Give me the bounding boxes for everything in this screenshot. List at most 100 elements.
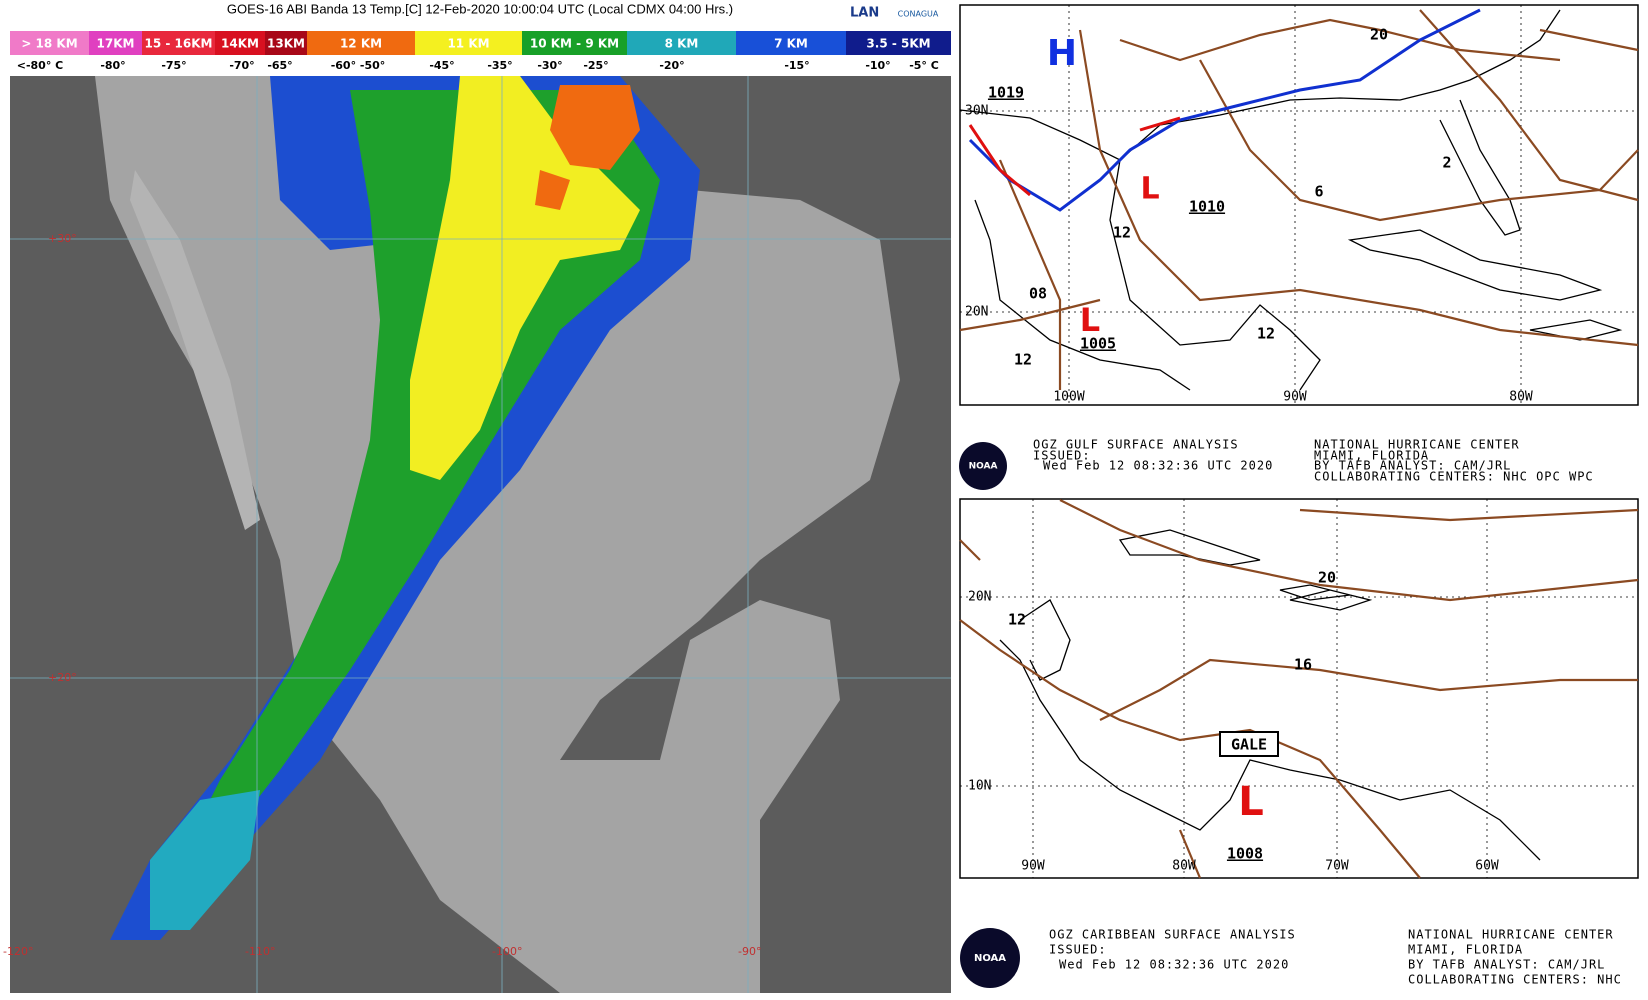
coastline <box>959 9 1623 391</box>
temperature-label: -65° <box>267 59 292 72</box>
longitude-label: 60W <box>1475 859 1499 874</box>
low-pressure-marker: L <box>1140 172 1159 207</box>
legend-swatch <box>736 31 846 55</box>
temperature-label: -80° <box>100 59 125 72</box>
temperature-label: -25° <box>583 59 608 72</box>
pressure-label: 1010 <box>1189 198 1225 216</box>
issued-date: Wed Feb 12 08:32:36 UTC 2020 <box>1043 459 1273 473</box>
noaa-logo-text: NOAA <box>974 953 1006 964</box>
longitude-label: 90W <box>1021 859 1045 874</box>
issued-label: ISSUED: <box>1049 943 1107 957</box>
cloud-8km <box>150 790 260 930</box>
gale-box <box>1219 731 1279 757</box>
legend-label: 10 KM - 9 KM <box>530 37 619 51</box>
temperature-label: -10° <box>865 59 890 72</box>
collaborating-centers: COLLABORATING CENTERS: NHC <box>1408 973 1622 987</box>
temperature-label: -15° <box>784 59 809 72</box>
noaa-logo <box>959 442 1007 490</box>
legend-swatch <box>522 31 627 55</box>
coastline <box>999 529 1541 861</box>
temperature-label: <-80° C <box>17 59 64 72</box>
isobar-label: 12 <box>1014 351 1032 369</box>
legend: > 18 KM 17KM 15 - 16KM 14KM 13KM 12 KM 11 KM 10… <box>10 31 951 55</box>
longitude-label: -100° <box>492 945 522 958</box>
longitude-label: 100W <box>1053 390 1084 405</box>
legend-label: 17KM <box>97 37 135 51</box>
center-name: NATIONAL HURRICANE CENTER <box>1314 438 1520 452</box>
temperature-label: -70° <box>229 59 254 72</box>
temperature-label: -45° <box>429 59 454 72</box>
cloud-12km <box>535 85 640 210</box>
legend-swatch <box>89 31 142 55</box>
longitude-label: 90W <box>1283 390 1307 405</box>
latitude-label: +20° <box>48 671 77 684</box>
temperature-label: -60° -50° <box>331 59 386 72</box>
temperature-scale: <-80° C -80° -75° -70° -65° -60° -50° -45° -35°… <box>17 59 939 72</box>
caribbean-header: NOAA OGZ CARIBBEAN SURFACE ANALYSIS ISSU… <box>960 928 1622 988</box>
longitude-label: 80W <box>1172 859 1196 874</box>
isobar-label: 20 <box>1370 26 1388 44</box>
center-city: MIAMI, FLORIDA <box>1314 449 1429 463</box>
legend-swatch <box>265 31 307 55</box>
isobar-label: 08 <box>1029 285 1047 303</box>
isobar-label: 2 <box>1442 154 1451 172</box>
issued-label: ISSUED: <box>1033 449 1091 463</box>
longitude-label: -110° <box>245 945 275 958</box>
isobar <box>959 9 1639 390</box>
legend-swatch <box>846 31 951 55</box>
cold-front <box>968 8 1481 212</box>
gulf-header: NOAA OGZ GULF SURFACE ANALYSIS ISSUED: W… <box>959 438 1594 490</box>
temperature-label: -20° <box>659 59 684 72</box>
graticule <box>10 76 951 993</box>
isobar-label: 20 <box>1318 569 1336 587</box>
satellite-panel: GOES-16 ABI Banda 13 Temp.[C] 12-Feb-202… <box>3 1 951 993</box>
legend-label: 11 KM <box>447 37 489 51</box>
longitude-label: -120° <box>3 945 33 958</box>
legend-swatch <box>307 31 415 55</box>
gulf-map: H L L 1019 1010 1005 20 12 08 12 12 6 2 … <box>959 4 1639 406</box>
isobar-label: 12 <box>1113 224 1131 242</box>
analyst: BY TAFB ANALYST: CAM/JRL <box>1408 958 1605 972</box>
legend-label: 14KM <box>221 37 259 51</box>
gale-label: GALE <box>1231 736 1267 754</box>
map-title: OGZ GULF SURFACE ANALYSIS <box>1033 438 1239 452</box>
pressure-label: 1005 <box>1080 335 1116 353</box>
isobar-label: 12 <box>1008 611 1026 629</box>
pressure-label: 1019 <box>988 84 1024 102</box>
low-pressure-marker: L <box>1238 779 1264 825</box>
temperature-label: -35° <box>487 59 512 72</box>
legend-label: 12 KM <box>340 37 382 51</box>
legend-label: > 18 KM <box>21 37 77 51</box>
latitude-label: 20N <box>965 305 988 320</box>
temperature-label: -75° <box>161 59 186 72</box>
noaa-logo <box>960 928 1020 988</box>
latitude-label: 20N <box>968 590 991 605</box>
land <box>95 76 900 993</box>
map-title: OGZ CARIBBEAN SURFACE ANALYSIS <box>1049 928 1296 942</box>
collaborating-centers: COLLABORATING CENTERS: NHC OPC WPC <box>1314 470 1594 484</box>
conagua-logo: CONAGUA <box>898 10 939 19</box>
longitude-label: 70W <box>1325 859 1349 874</box>
pressure-label: 1008 <box>1227 845 1263 863</box>
baja-california <box>130 170 260 530</box>
legend-swatch <box>415 31 522 55</box>
warm-front <box>968 116 1181 197</box>
latitude-label: 10N <box>968 779 991 794</box>
longitude-label: 80W <box>1509 390 1533 405</box>
caribbean-map: 20 16 12 GALE L 1008 20N 10N 90W 80W 70W… <box>959 498 1639 879</box>
high-pressure-marker: H <box>1047 33 1077 74</box>
lan-logo: LAN <box>850 6 879 21</box>
legend-label: 8 KM <box>665 37 699 51</box>
latitude-label: 30N <box>965 104 988 119</box>
low-pressure-marker: L <box>1080 301 1100 339</box>
isobar <box>959 499 1639 879</box>
legend-label: 15 - 16KM <box>145 37 213 51</box>
longitude-label: -90° <box>738 945 761 958</box>
isobar-label: 16 <box>1294 656 1312 674</box>
cloud-11km <box>410 76 640 480</box>
temperature-label: -30° <box>537 59 562 72</box>
issued-date: Wed Feb 12 08:32:36 UTC 2020 <box>1059 958 1289 972</box>
isobar-label: 12 <box>1257 325 1275 343</box>
legend-swatch <box>627 31 736 55</box>
